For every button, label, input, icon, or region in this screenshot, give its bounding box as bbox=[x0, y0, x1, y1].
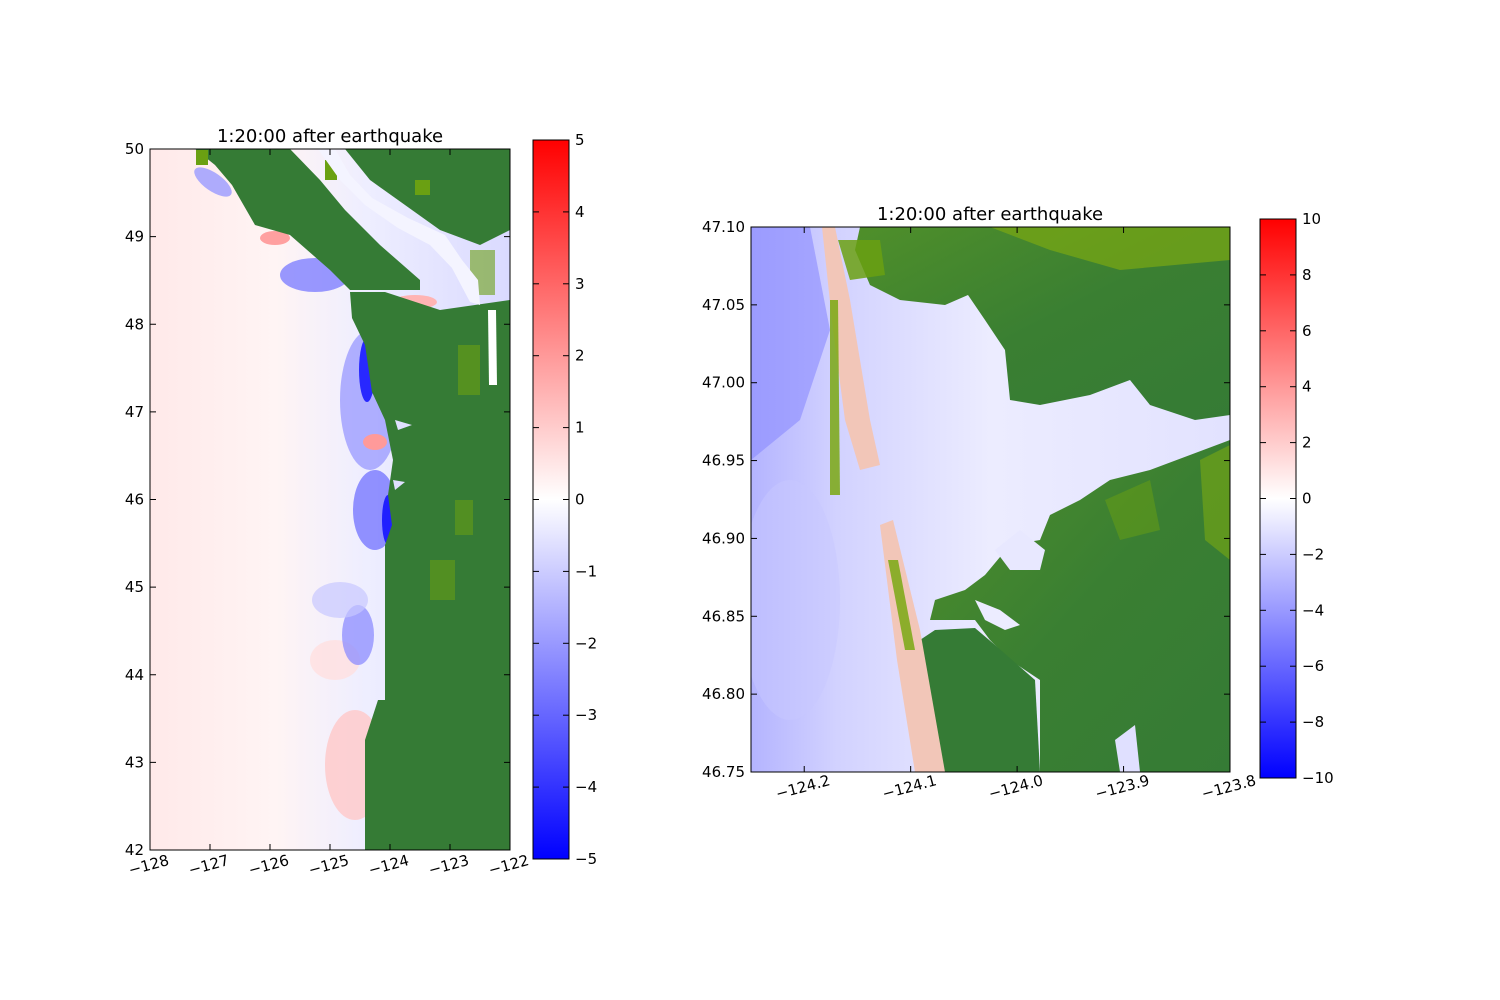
x-tick-label: −123 bbox=[426, 851, 470, 879]
y-tick-label: 44 bbox=[125, 666, 144, 684]
y-tick-label: 46.75 bbox=[702, 763, 745, 781]
land-highland bbox=[455, 500, 473, 535]
land bbox=[920, 628, 1040, 772]
y-tick-label: 46.90 bbox=[702, 529, 745, 547]
y-tick-label: 46.95 bbox=[702, 452, 745, 470]
land bbox=[345, 149, 510, 245]
colorbar-tick-label: −4 bbox=[1302, 601, 1324, 619]
water-channel bbox=[975, 600, 1020, 630]
water-channel bbox=[393, 480, 405, 490]
x-tick-label: −127 bbox=[186, 851, 230, 879]
y-tick-label: 50 bbox=[125, 140, 144, 158]
x-tick-label: −123.9 bbox=[1093, 771, 1151, 803]
land-highland bbox=[1105, 480, 1160, 540]
colorbar-tick-label: 6 bbox=[1302, 322, 1312, 340]
land-highland bbox=[990, 227, 1230, 270]
x-tick-label: −124.0 bbox=[987, 771, 1045, 803]
y-tick-label: 42 bbox=[125, 841, 144, 859]
land-highland bbox=[458, 345, 480, 395]
colorbar-tick-label: 0 bbox=[575, 491, 585, 509]
y-tick-label: 48 bbox=[125, 315, 144, 333]
colorbar-tick-label: 2 bbox=[1302, 434, 1312, 452]
y-tick-label: 47.05 bbox=[702, 296, 745, 314]
colorbar-tick-label: 1 bbox=[575, 419, 585, 437]
land bbox=[855, 227, 1230, 420]
y-tick-label: 46 bbox=[125, 491, 144, 509]
colorbar-tick-label: 4 bbox=[1302, 378, 1312, 396]
panel-left: 1:20:00 after earthquake bbox=[125, 126, 597, 879]
y-tick-label: 45 bbox=[125, 578, 144, 596]
map-image-right bbox=[751, 227, 1230, 772]
colorbar-tick-label: 10 bbox=[1302, 210, 1321, 228]
land-highland bbox=[415, 180, 430, 195]
colorbar-tick-label: −3 bbox=[575, 706, 597, 724]
chart-title-right: 1:20:00 after earthquake bbox=[877, 204, 1103, 225]
x-tick-label: −125 bbox=[306, 851, 350, 879]
colorbar-tick-label: 8 bbox=[1302, 266, 1312, 284]
negative-anomaly bbox=[751, 480, 840, 720]
land-highland bbox=[196, 150, 208, 165]
colorbar-tick-label: −4 bbox=[575, 778, 597, 796]
y-tick-label: 43 bbox=[125, 753, 144, 771]
barrier-spit bbox=[830, 300, 840, 495]
chart-title-left: 1:20:00 after earthquake bbox=[217, 126, 443, 147]
colorbar-ticks-right: −10 −8 −6 −4 −2 0 2 4 6 8 10 bbox=[1260, 210, 1334, 787]
barrier-spit bbox=[888, 560, 915, 650]
x-tick-label: −124.2 bbox=[774, 771, 832, 803]
y-axis-right: 46.75 46.80 46.85 46.90 46.95 47.00 47.05 47.10 bbox=[702, 218, 1230, 781]
colorbar-tick-label: −10 bbox=[1302, 769, 1334, 787]
map-image-left bbox=[150, 149, 510, 850]
x-tick-label: −122 bbox=[486, 851, 530, 879]
water-channel bbox=[995, 530, 1045, 570]
colorbar-tick-label: −2 bbox=[1302, 545, 1324, 563]
colorbar-ticks-left: −5 −4 −3 −2 −1 0 1 2 3 4 5 bbox=[533, 131, 597, 868]
land-highland bbox=[1200, 445, 1230, 560]
colorbar-tick-label: −5 bbox=[575, 850, 597, 868]
barrier-spit bbox=[822, 227, 880, 470]
water-channel bbox=[1115, 725, 1140, 772]
x-tick-label: −126 bbox=[246, 851, 290, 879]
positive-anomaly bbox=[363, 434, 387, 450]
y-tick-label: 47 bbox=[125, 403, 144, 421]
colorbar-tick-label: −6 bbox=[1302, 657, 1324, 675]
land-highland bbox=[838, 240, 885, 280]
y-tick-label: 47.10 bbox=[702, 218, 745, 236]
colorbar-tick-label: −2 bbox=[575, 634, 597, 652]
water-channel bbox=[395, 420, 412, 430]
x-tick-label: −124 bbox=[366, 851, 410, 879]
colorbar-tick-label: −8 bbox=[1302, 713, 1324, 731]
x-tick-label: −123.8 bbox=[1200, 771, 1258, 803]
x-tick-label: −124.1 bbox=[880, 771, 938, 803]
water-channel bbox=[488, 310, 497, 385]
land bbox=[365, 700, 385, 850]
y-tick-label: 46.80 bbox=[702, 685, 745, 703]
land bbox=[195, 149, 420, 290]
colorbar-tick-label: 3 bbox=[575, 275, 585, 293]
negative-anomaly bbox=[751, 227, 830, 460]
y-tick-label: 47.00 bbox=[702, 374, 745, 392]
negative-anomaly bbox=[194, 167, 232, 197]
negative-anomaly bbox=[342, 605, 374, 665]
y-tick-label: 46.85 bbox=[702, 607, 745, 625]
panel-right: 1:20:00 after earthquake −124.2 −124.1 −12… bbox=[702, 204, 1334, 803]
plot-frame-right bbox=[750, 226, 1231, 773]
colorbar-tick-label: 2 bbox=[575, 347, 585, 365]
colorbar-tick-label: 0 bbox=[1302, 490, 1312, 508]
land-highland bbox=[430, 560, 455, 600]
negative-anomaly bbox=[312, 582, 368, 618]
water-channel bbox=[318, 149, 480, 305]
colorbar-tick-label: 5 bbox=[575, 131, 585, 149]
y-tick-label: 49 bbox=[125, 228, 144, 246]
y-axis-left: 42 43 44 45 46 47 48 49 50 bbox=[125, 140, 510, 859]
colorbar-tick-label: 4 bbox=[575, 203, 585, 221]
positive-anomaly bbox=[260, 231, 290, 245]
colorbar-tick-label: −1 bbox=[575, 562, 597, 580]
